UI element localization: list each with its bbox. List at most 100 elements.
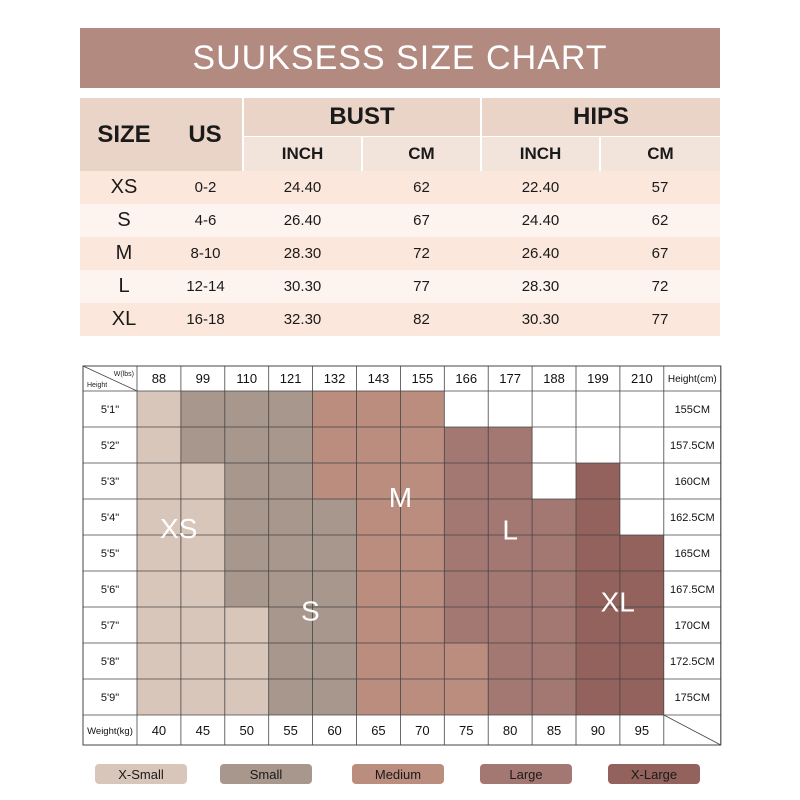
height-ft-tick: 5'7" xyxy=(101,620,119,632)
bust-inch-header: INCH xyxy=(242,136,362,171)
weight-lbs-tick: 188 xyxy=(543,371,565,386)
grid-cell xyxy=(312,571,357,607)
legend-item: X-Large xyxy=(608,764,700,784)
height-ft-tick: 5'4" xyxy=(101,512,119,524)
hips-cm-cell: 77 xyxy=(600,303,721,336)
grid-cell xyxy=(312,463,357,499)
bust-cm-cell: 62 xyxy=(362,171,481,204)
height-ft-tick: 5'2" xyxy=(101,440,119,452)
weight-kg-tick: 80 xyxy=(503,723,517,738)
chart-title: SUUKSESS SIZE CHART xyxy=(80,28,720,88)
grid-cell xyxy=(444,607,489,643)
us-cell: 4-6 xyxy=(168,204,243,237)
table-row: S 4-6 26.40 67 24.40 62 xyxy=(80,204,721,237)
grid-cell xyxy=(619,427,664,463)
grid-cell xyxy=(180,391,225,427)
grid-cell xyxy=(356,571,401,607)
table-row: XL 16-18 32.30 82 30.30 77 xyxy=(80,303,721,336)
grid-cell xyxy=(180,535,225,571)
grid-cell xyxy=(619,463,664,499)
weight-lbs-tick: 143 xyxy=(368,371,390,386)
hips-inch-header: INCH xyxy=(480,136,600,171)
us-cell: 0-2 xyxy=(168,171,243,204)
hips-cm-cell: 72 xyxy=(600,270,721,303)
grid-cell xyxy=(400,427,445,463)
grid-cell xyxy=(619,391,664,427)
grid-cell xyxy=(356,643,401,679)
grid-cell xyxy=(180,607,225,643)
grid-cell xyxy=(576,571,620,607)
grid-cell xyxy=(312,427,357,463)
corner-weight-label: W(lbs) xyxy=(114,371,134,378)
grid-cell xyxy=(312,679,357,715)
bust-cm-cell: 77 xyxy=(362,270,481,303)
height-cm-tick: 157.5CM xyxy=(670,440,715,452)
us-cell: 8-10 xyxy=(168,237,243,270)
grid-cell xyxy=(312,643,357,679)
grid-cell xyxy=(137,607,181,643)
weight-kg-tick: 95 xyxy=(635,723,649,738)
weight-kg-tick: 75 xyxy=(459,723,473,738)
size-region-label: S xyxy=(301,596,320,627)
weight-kg-tick: 60 xyxy=(327,723,341,738)
height-ft-tick: 5'8" xyxy=(101,656,119,668)
grid-cell xyxy=(224,643,269,679)
grid-cell xyxy=(619,571,664,607)
grid-cell xyxy=(532,391,576,427)
weight-lbs-tick: 132 xyxy=(324,371,346,386)
corner-height-label: Height xyxy=(87,382,107,389)
grid-cell xyxy=(444,535,489,571)
weight-lbs-tick: 110 xyxy=(236,371,257,386)
grid-cell xyxy=(576,643,620,679)
us-header: US xyxy=(168,98,243,171)
bust-cm-header: CM xyxy=(361,136,481,171)
hips-header: HIPS xyxy=(479,98,721,137)
grid-cell xyxy=(137,679,181,715)
size-region-label: M xyxy=(389,482,412,513)
hips-cm-cell: 57 xyxy=(600,171,721,204)
grid-cell xyxy=(444,643,489,679)
bust-inch-cell: 26.40 xyxy=(243,204,362,237)
grid-cell xyxy=(180,427,225,463)
bust-cm-cell: 82 xyxy=(362,303,481,336)
height-cm-tick: 165CM xyxy=(675,548,710,560)
size-cell: L xyxy=(80,270,168,303)
weight-kg-tick: 70 xyxy=(415,723,429,738)
grid-cell xyxy=(356,679,401,715)
grid-cell xyxy=(400,463,445,499)
legend-item: Medium xyxy=(352,764,444,784)
us-cell: 12-14 xyxy=(168,270,243,303)
grid-cell xyxy=(224,463,269,499)
size-header: SIZE xyxy=(80,98,168,171)
height-ft-tick: 5'9" xyxy=(101,692,119,704)
weight-lbs-tick: 166 xyxy=(455,371,477,386)
grid-cell xyxy=(224,391,269,427)
grid-cell xyxy=(576,391,620,427)
grid-cell xyxy=(444,679,489,715)
grid-cell xyxy=(356,535,401,571)
table-row: L 12-14 30.30 77 28.30 72 xyxy=(80,270,721,303)
grid-cell xyxy=(137,535,181,571)
grid-cell xyxy=(268,535,313,571)
grid-cell xyxy=(400,499,445,535)
grid-cell xyxy=(576,535,620,571)
grid-cell xyxy=(312,607,357,643)
grid-cell xyxy=(268,571,313,607)
height-cm-tick: 172.5CM xyxy=(670,656,715,668)
grid-cell xyxy=(268,427,313,463)
grid-cell xyxy=(576,607,620,643)
grid-cell xyxy=(488,499,533,535)
size-region-label: XS xyxy=(160,513,197,544)
grid-cell xyxy=(400,607,445,643)
weight-kg-tick: 85 xyxy=(547,723,561,738)
hips-inch-cell: 30.30 xyxy=(481,303,600,336)
grid-cell xyxy=(137,643,181,679)
grid-cell xyxy=(224,499,269,535)
grid-cell xyxy=(488,391,533,427)
grid-cell xyxy=(532,463,576,499)
grid-cell xyxy=(356,391,401,427)
grid-cell xyxy=(532,535,576,571)
grid-cell xyxy=(137,499,181,535)
weight-lbs-tick: 155 xyxy=(411,371,433,386)
